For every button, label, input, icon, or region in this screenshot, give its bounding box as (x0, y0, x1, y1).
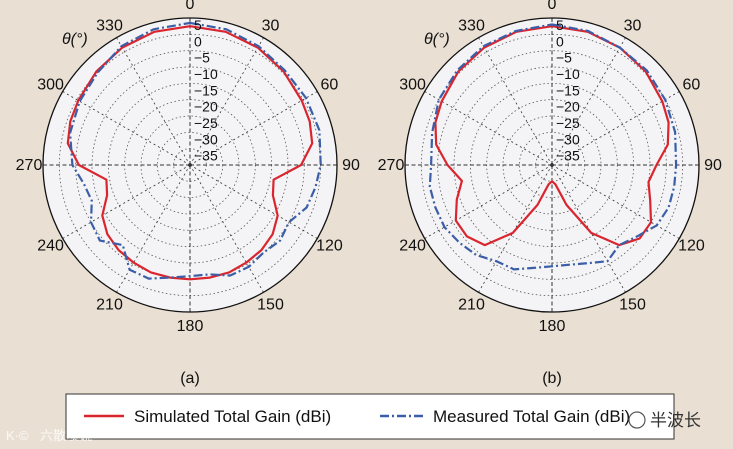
theta-tick-label: 0 (186, 0, 195, 13)
theta-tick-label: 180 (177, 318, 204, 335)
theta-tick-label: 150 (619, 296, 646, 313)
theta-axis-label: θ(°) (424, 31, 450, 48)
legend-simulated-label: Simulated Total Gain (dBi) (134, 407, 331, 426)
radial-tick-label: −30 (194, 131, 218, 147)
theta-tick-label: 240 (37, 238, 64, 255)
theta-tick-label: 60 (683, 77, 701, 94)
radial-tick-label: −15 (556, 82, 580, 98)
radial-tick-label: 0 (194, 33, 202, 49)
radial-tick-label: 5 (556, 17, 564, 33)
theta-tick-label: 270 (378, 157, 405, 174)
theta-tick-label: 210 (458, 296, 485, 313)
simulated-gain-line (66, 25, 314, 281)
theta-tick-label: 300 (399, 77, 426, 94)
radial-tick-label: −25 (556, 115, 580, 131)
theta-tick-label: 120 (678, 238, 705, 255)
theta-tick-label: 270 (16, 157, 43, 174)
theta-axis-label: θ(°) (62, 31, 88, 48)
theta-tick-label: 330 (458, 18, 485, 35)
theta-tick-label: 30 (624, 18, 642, 35)
radial-tick-label: −15 (194, 82, 218, 98)
polar-chart-b: 50−5−10−15−20−25−30−35030609012015018021… (378, 0, 722, 387)
radial-tick-label: 0 (556, 33, 564, 49)
watermark-left: K·© 六散喷镜 (6, 428, 92, 443)
legend: Simulated Total Gain (dBi) Measured Tota… (65, 393, 675, 440)
theta-tick-label: 210 (96, 296, 123, 313)
radial-tick-label: −20 (194, 99, 218, 115)
outer-ring (404, 17, 700, 313)
watermark-right: 半波长 (628, 411, 701, 430)
radial-tick-label: −10 (556, 66, 580, 82)
radial-tick-label: 5 (194, 17, 202, 33)
watermark-left-logo-icon: K·© (6, 428, 29, 443)
theta-tick-label: 240 (399, 238, 426, 255)
radial-tick-label: −5 (194, 50, 210, 66)
simulated-gain-line (434, 25, 670, 247)
polar-chart-a: 50−5−10−15−20−25−30−35030609012015018021… (16, 0, 360, 387)
radial-tick-label: −30 (556, 131, 580, 147)
outer-ring (42, 17, 338, 313)
theta-tick-label: 0 (548, 0, 557, 13)
watermark-left-text: 六散喷镜 (40, 428, 92, 443)
theta-tick-label: 180 (539, 318, 566, 335)
theta-tick-label: 150 (257, 296, 284, 313)
radial-tick-label: −20 (556, 99, 580, 115)
legend-measured-label: Measured Total Gain (dBi) (433, 407, 630, 426)
radial-tick-label: −25 (194, 115, 218, 131)
radial-tick-label: −5 (556, 50, 572, 66)
measured-gain-line (428, 23, 678, 271)
theta-tick-label: 90 (704, 157, 722, 174)
panel-label: (b) (542, 370, 562, 387)
theta-tick-label: 300 (37, 77, 64, 94)
radial-tick-label: −35 (556, 148, 580, 164)
panel-label: (a) (180, 370, 200, 387)
theta-tick-label: 60 (321, 77, 339, 94)
theta-tick-label: 30 (262, 18, 280, 35)
legend-box (65, 393, 675, 440)
theta-tick-label: 90 (342, 157, 360, 174)
measured-gain-line (69, 21, 322, 280)
radial-tick-label: −10 (194, 66, 218, 82)
watermark-right-text: 半波长 (650, 411, 701, 430)
radial-tick-label: −35 (194, 148, 218, 164)
theta-tick-label: 120 (316, 238, 343, 255)
wechat-icon (628, 411, 646, 429)
theta-tick-label: 330 (96, 18, 123, 35)
